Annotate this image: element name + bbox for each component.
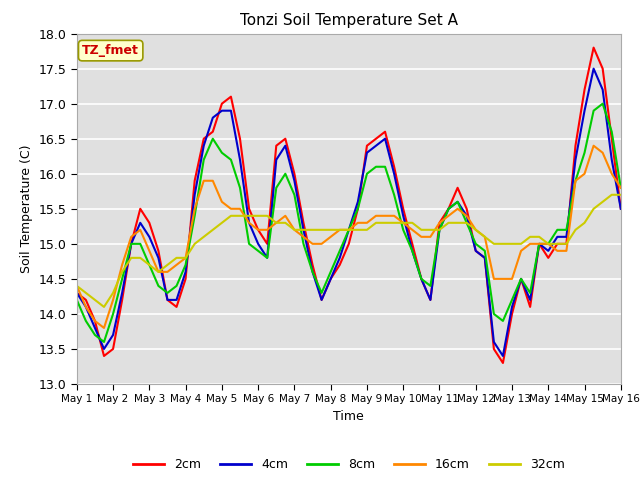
32cm bbox=[408, 220, 416, 226]
32cm bbox=[617, 192, 625, 198]
8cm bbox=[73, 297, 81, 303]
2cm bbox=[73, 290, 81, 296]
8cm bbox=[100, 339, 108, 345]
Text: TZ_fmet: TZ_fmet bbox=[82, 44, 139, 57]
16cm bbox=[589, 143, 597, 149]
4cm bbox=[617, 206, 625, 212]
16cm bbox=[372, 213, 380, 219]
Line: 16cm: 16cm bbox=[77, 146, 621, 328]
4cm bbox=[399, 213, 407, 219]
4cm bbox=[200, 143, 207, 149]
8cm bbox=[599, 101, 607, 107]
Line: 2cm: 2cm bbox=[77, 48, 621, 363]
4cm bbox=[554, 234, 561, 240]
2cm bbox=[617, 206, 625, 212]
16cm bbox=[408, 227, 416, 233]
32cm bbox=[554, 241, 561, 247]
4cm bbox=[589, 66, 597, 72]
16cm bbox=[191, 206, 198, 212]
32cm bbox=[273, 220, 280, 226]
16cm bbox=[273, 220, 280, 226]
2cm bbox=[200, 136, 207, 142]
2cm bbox=[589, 45, 597, 50]
2cm bbox=[499, 360, 507, 366]
8cm bbox=[554, 227, 561, 233]
32cm bbox=[73, 283, 81, 289]
4cm bbox=[73, 290, 81, 296]
16cm bbox=[73, 283, 81, 289]
4cm bbox=[499, 353, 507, 359]
8cm bbox=[408, 248, 416, 254]
Line: 8cm: 8cm bbox=[77, 104, 621, 342]
16cm bbox=[617, 185, 625, 191]
2cm bbox=[363, 143, 371, 149]
Legend: 2cm, 4cm, 8cm, 16cm, 32cm: 2cm, 4cm, 8cm, 16cm, 32cm bbox=[128, 453, 570, 476]
4cm bbox=[264, 255, 271, 261]
32cm bbox=[100, 304, 108, 310]
Y-axis label: Soil Temperature (C): Soil Temperature (C) bbox=[20, 144, 33, 273]
16cm bbox=[209, 178, 216, 184]
32cm bbox=[608, 192, 616, 198]
8cm bbox=[372, 164, 380, 169]
8cm bbox=[273, 185, 280, 191]
Line: 32cm: 32cm bbox=[77, 195, 621, 307]
16cm bbox=[100, 325, 108, 331]
Title: Tonzi Soil Temperature Set A: Tonzi Soil Temperature Set A bbox=[240, 13, 458, 28]
8cm bbox=[209, 136, 216, 142]
8cm bbox=[191, 213, 198, 219]
32cm bbox=[191, 241, 198, 247]
32cm bbox=[209, 227, 216, 233]
2cm bbox=[264, 241, 271, 247]
2cm bbox=[554, 241, 561, 247]
8cm bbox=[617, 185, 625, 191]
Line: 4cm: 4cm bbox=[77, 69, 621, 356]
2cm bbox=[182, 276, 189, 282]
4cm bbox=[363, 150, 371, 156]
4cm bbox=[182, 269, 189, 275]
2cm bbox=[399, 206, 407, 212]
32cm bbox=[372, 220, 380, 226]
X-axis label: Time: Time bbox=[333, 410, 364, 423]
16cm bbox=[554, 248, 561, 254]
